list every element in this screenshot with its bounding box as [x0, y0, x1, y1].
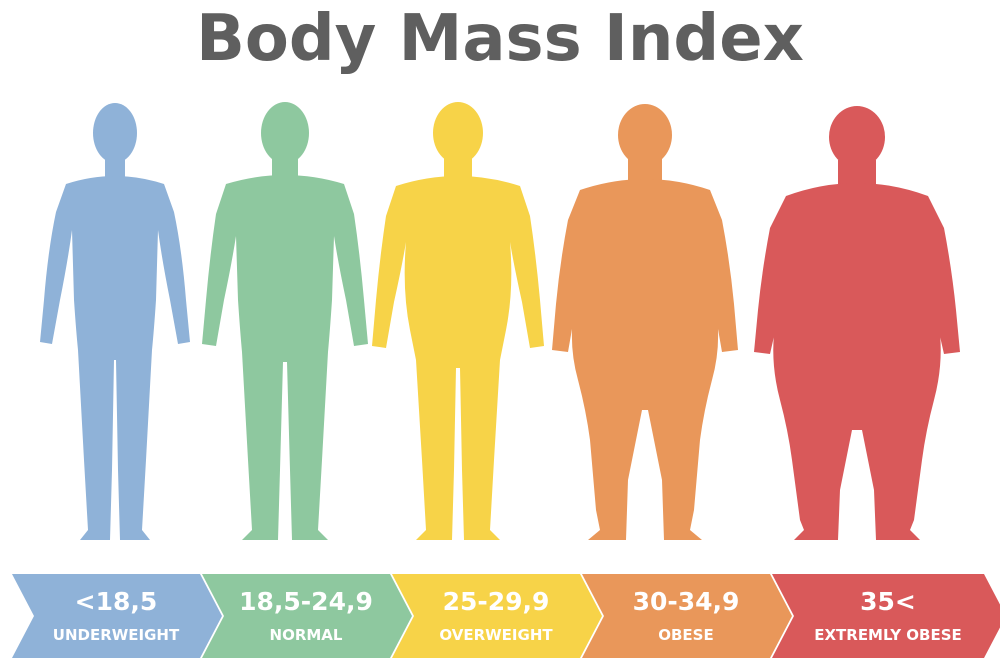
bmi-category-label: EXTREMLY OBESE	[814, 626, 962, 644]
arrow-shape	[772, 574, 1000, 658]
arrow-shape	[202, 574, 412, 658]
arrow-extremely-obese: 35< EXTREMLY OBESE	[772, 574, 1000, 658]
bmi-range-label: 25-29,9	[443, 587, 550, 616]
bmi-range-label: 30-34,9	[633, 587, 740, 616]
bmi-category-label: UNDERWEIGHT	[53, 626, 180, 644]
bmi-range-label: 35<	[860, 587, 916, 616]
bmi-range-label: 18,5-24,9	[239, 587, 373, 616]
bmi-range-label: <18,5	[75, 587, 158, 616]
bmi-category-label: NORMAL	[270, 626, 343, 644]
arrow-shape	[582, 574, 792, 658]
arrow-normal: 18,5-24,9 NORMAL	[202, 574, 412, 658]
page-title: Body Mass Index	[196, 2, 804, 76]
arrow-underweight: <18,5 UNDERWEIGHT	[12, 574, 222, 658]
arrow-shape	[392, 574, 602, 658]
bmi-category-label: OBESE	[658, 626, 713, 644]
body-extremely-obese-figure	[754, 106, 960, 540]
body-obese-figure	[552, 104, 738, 540]
arrow-overweight: 25-29,9 OVERWEIGHT	[392, 574, 602, 658]
body-normal-figure	[202, 102, 368, 540]
bmi-category-label: OVERWEIGHT	[439, 626, 553, 644]
arrow-obese: 30-34,9 OBESE	[582, 574, 792, 658]
arrow-shape	[12, 574, 222, 658]
body-overweight-figure	[372, 102, 544, 540]
body-underweight-figure	[40, 103, 190, 540]
